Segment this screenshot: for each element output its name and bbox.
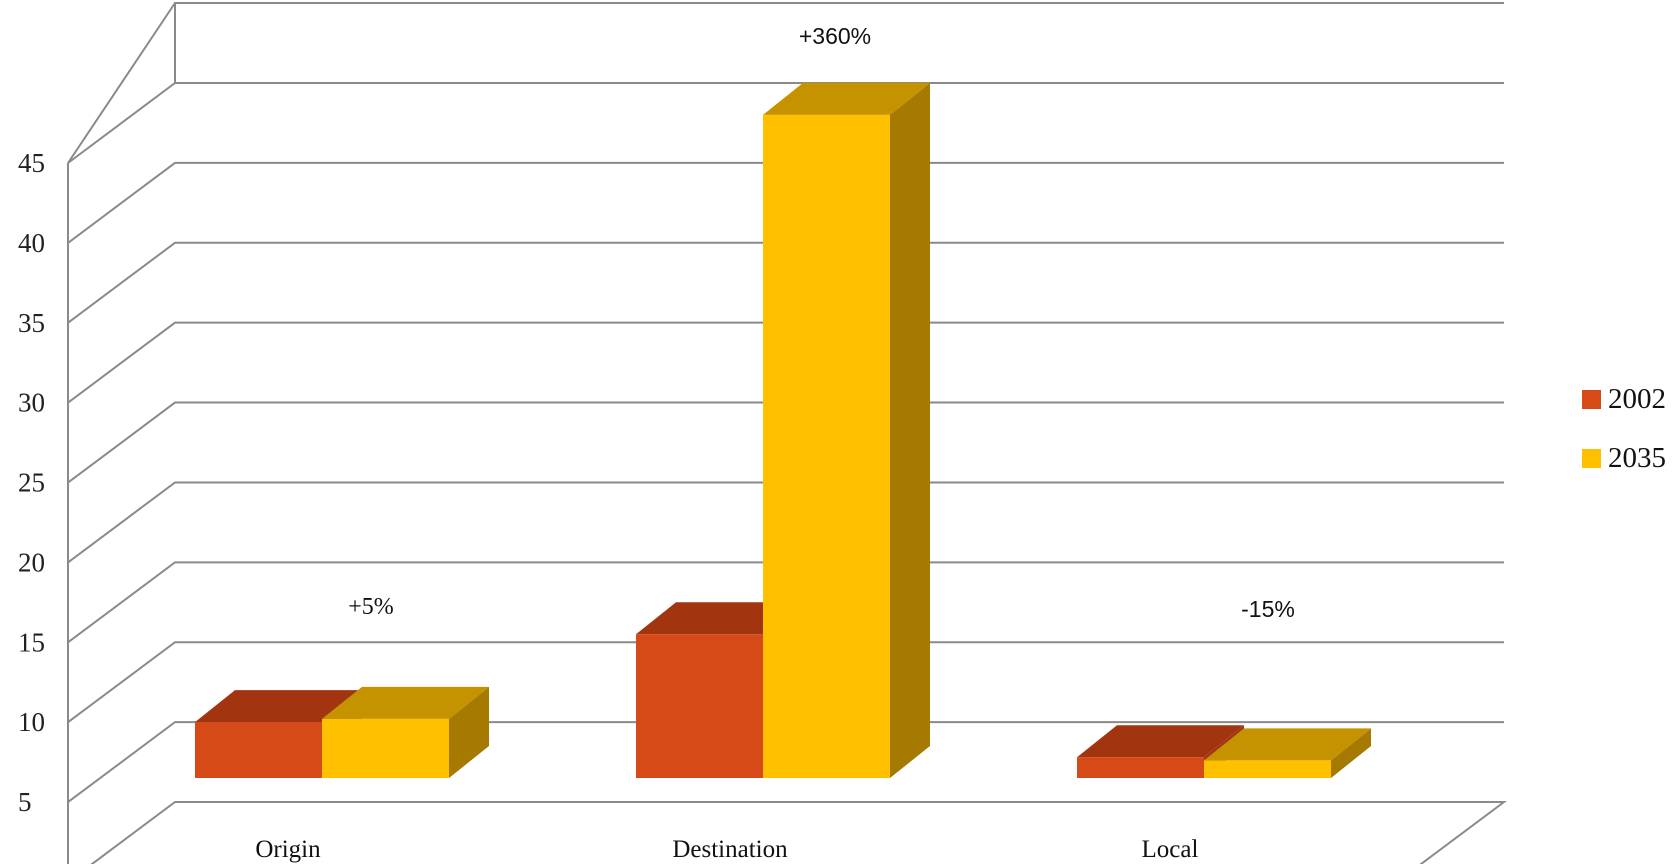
legend-swatch-2002 — [1582, 390, 1601, 409]
bar-top-2002-destination — [636, 602, 803, 635]
bar-side-2035-origin — [449, 686, 489, 778]
y-tick-label: 10 — [18, 707, 45, 737]
chart-walls — [67, 163, 1508, 864]
bar-2035-origin — [322, 718, 449, 778]
legend-label-2035: 2035 — [1608, 442, 1666, 474]
bar-top-2002-origin — [195, 690, 362, 723]
gridline — [67, 241, 1504, 324]
gridline — [67, 321, 1504, 404]
bar-annotation: -15% — [1241, 596, 1295, 622]
y-tick-label: 45 — [18, 148, 45, 178]
x-axis-category-labels: Origin Destination Local — [255, 836, 1198, 863]
floor — [90, 801, 1508, 864]
y-tick-label: 20 — [18, 547, 45, 577]
bar-top-2002-local — [1077, 725, 1244, 758]
bar-top-2035-destination — [763, 82, 930, 115]
wall-top-edge — [67, 2, 176, 164]
gridlines — [67, 2, 1504, 803]
gridline — [67, 721, 1504, 803]
y-tick-label: 30 — [18, 388, 45, 418]
y-tick-label: 5 — [18, 787, 32, 817]
bar-2002-origin — [195, 722, 322, 778]
bar-2035-local — [1204, 760, 1331, 778]
bar-top-2035-local — [1204, 728, 1371, 761]
gridline — [67, 481, 1504, 564]
gridline — [67, 401, 1504, 484]
y-axis-tick-labels: 051015202530354045 — [18, 148, 45, 817]
bar-2002-destination — [636, 634, 763, 778]
bar-side-2035-destination — [890, 82, 930, 778]
y-tick-label: 35 — [18, 308, 45, 338]
bar-annotation: +5% — [348, 594, 394, 620]
category-label-origin: Origin — [255, 836, 321, 863]
y-tick-label: 40 — [18, 228, 45, 258]
bar-side-2035-local — [1331, 728, 1371, 778]
gridline — [67, 161, 1504, 244]
legend-swatch-2035 — [1582, 449, 1601, 468]
legend: 2002 2035 — [1582, 383, 1666, 474]
bar-annotation: +360% — [799, 23, 871, 49]
bar-annotations: +5% +360% -15% — [348, 23, 1295, 622]
y-tick-label: 25 — [18, 468, 45, 498]
gridline — [67, 641, 1504, 724]
gridline — [67, 561, 1504, 644]
bar-2002-local — [1077, 757, 1204, 778]
bar-2035-destination — [763, 114, 890, 778]
bars — [195, 82, 1371, 778]
y-tick-label: 15 — [18, 627, 45, 657]
category-label-local: Local — [1142, 836, 1199, 863]
bar-top-2035-origin — [322, 686, 489, 719]
legend-label-2002: 2002 — [1608, 383, 1666, 415]
category-label-destination: Destination — [672, 836, 788, 863]
